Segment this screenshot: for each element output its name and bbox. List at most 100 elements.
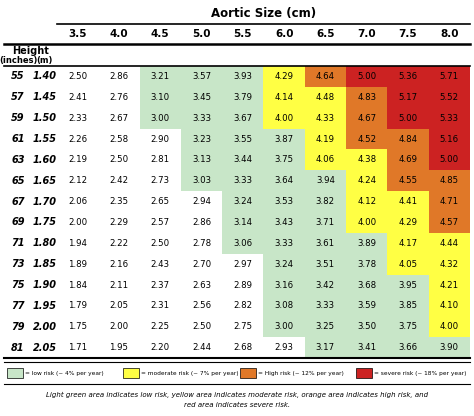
Bar	[264, 275, 305, 295]
Text: 2.26: 2.26	[68, 134, 87, 144]
Bar	[264, 212, 305, 233]
Text: 4.32: 4.32	[440, 260, 459, 269]
Text: 3.51: 3.51	[316, 260, 335, 269]
Bar	[346, 129, 387, 149]
Text: 7.5: 7.5	[399, 29, 418, 39]
Bar	[305, 129, 346, 149]
Text: 77: 77	[11, 301, 25, 311]
Text: 2.41: 2.41	[68, 93, 87, 102]
Bar	[57, 254, 98, 275]
Text: 6.5: 6.5	[316, 29, 335, 39]
Text: 1.75: 1.75	[68, 322, 87, 331]
Text: 2.58: 2.58	[109, 134, 128, 144]
Text: 4.17: 4.17	[399, 239, 418, 248]
Text: 5.52: 5.52	[440, 93, 459, 102]
Bar	[387, 87, 428, 108]
Bar	[346, 191, 387, 212]
Bar	[305, 316, 346, 337]
Text: 4.85: 4.85	[440, 176, 459, 185]
Text: 2.68: 2.68	[233, 343, 253, 352]
Bar	[356, 368, 373, 378]
Text: 2.86: 2.86	[109, 72, 128, 81]
Bar	[346, 233, 387, 254]
Bar	[264, 129, 305, 149]
Text: 2.90: 2.90	[151, 134, 170, 144]
Bar	[222, 254, 264, 275]
Text: 4.64: 4.64	[316, 72, 335, 81]
Text: 1.55: 1.55	[33, 134, 56, 144]
Text: 1.65: 1.65	[33, 176, 56, 186]
Bar	[264, 233, 305, 254]
Text: 55: 55	[11, 72, 25, 82]
Bar	[428, 108, 470, 129]
Text: 3.00: 3.00	[274, 322, 294, 331]
Bar	[98, 316, 140, 337]
Text: 75: 75	[11, 280, 25, 290]
Text: 2.31: 2.31	[151, 301, 170, 310]
Bar	[264, 316, 305, 337]
Text: 3.06: 3.06	[233, 239, 253, 248]
Text: 2.06: 2.06	[68, 197, 87, 206]
Text: 2.56: 2.56	[192, 301, 211, 310]
Bar	[387, 108, 428, 129]
Text: 2.37: 2.37	[151, 280, 170, 290]
Text: 3.33: 3.33	[316, 301, 335, 310]
Bar	[428, 191, 470, 212]
Bar	[346, 66, 387, 87]
Bar	[98, 191, 140, 212]
Bar	[264, 66, 305, 87]
Bar	[428, 295, 470, 316]
Text: 3.14: 3.14	[233, 218, 253, 227]
Text: 3.50: 3.50	[357, 322, 376, 331]
Text: 1.94: 1.94	[68, 239, 87, 248]
Text: = severe risk (~ 18% per year): = severe risk (~ 18% per year)	[374, 371, 467, 376]
Text: 4.41: 4.41	[399, 197, 418, 206]
Bar	[264, 254, 305, 275]
Text: 61: 61	[11, 134, 25, 144]
Text: 5.00: 5.00	[440, 155, 459, 164]
Bar	[140, 316, 181, 337]
Bar	[98, 66, 140, 87]
Text: 4.69: 4.69	[399, 155, 418, 164]
Text: 3.13: 3.13	[192, 155, 211, 164]
Bar	[140, 66, 181, 87]
Text: 2.93: 2.93	[274, 343, 294, 352]
Text: 2.75: 2.75	[233, 322, 253, 331]
Text: 4.48: 4.48	[316, 93, 335, 102]
Text: 4.84: 4.84	[399, 134, 418, 144]
Text: 4.67: 4.67	[357, 114, 376, 123]
Bar	[140, 295, 181, 316]
Text: 1.84: 1.84	[68, 280, 87, 290]
Bar	[264, 337, 305, 358]
Text: 4.14: 4.14	[274, 93, 294, 102]
Text: 3.89: 3.89	[357, 239, 376, 248]
Text: 3.16: 3.16	[274, 280, 294, 290]
Text: 3.67: 3.67	[233, 114, 253, 123]
Bar	[346, 149, 387, 170]
Bar	[428, 316, 470, 337]
Text: 4.29: 4.29	[399, 218, 418, 227]
Bar	[124, 368, 139, 378]
Text: 3.87: 3.87	[274, 134, 294, 144]
Text: 4.38: 4.38	[357, 155, 376, 164]
Bar	[57, 129, 98, 149]
Text: 2.70: 2.70	[192, 260, 211, 269]
Bar	[222, 66, 264, 87]
Bar	[222, 108, 264, 129]
Text: 1.90: 1.90	[33, 280, 56, 290]
Text: 2.00: 2.00	[109, 322, 128, 331]
Text: 2.65: 2.65	[151, 197, 170, 206]
Text: 4.29: 4.29	[274, 72, 294, 81]
Bar	[140, 275, 181, 295]
Text: 2.94: 2.94	[192, 197, 211, 206]
Text: 1.89: 1.89	[68, 260, 87, 269]
Text: 2.76: 2.76	[109, 93, 128, 102]
Bar	[222, 295, 264, 316]
Bar	[57, 191, 98, 212]
Text: 4.44: 4.44	[440, 239, 459, 248]
Text: 2.50: 2.50	[109, 155, 128, 164]
Bar	[387, 275, 428, 295]
Text: 2.33: 2.33	[68, 114, 87, 123]
Bar	[305, 212, 346, 233]
Text: 5.5: 5.5	[234, 29, 252, 39]
